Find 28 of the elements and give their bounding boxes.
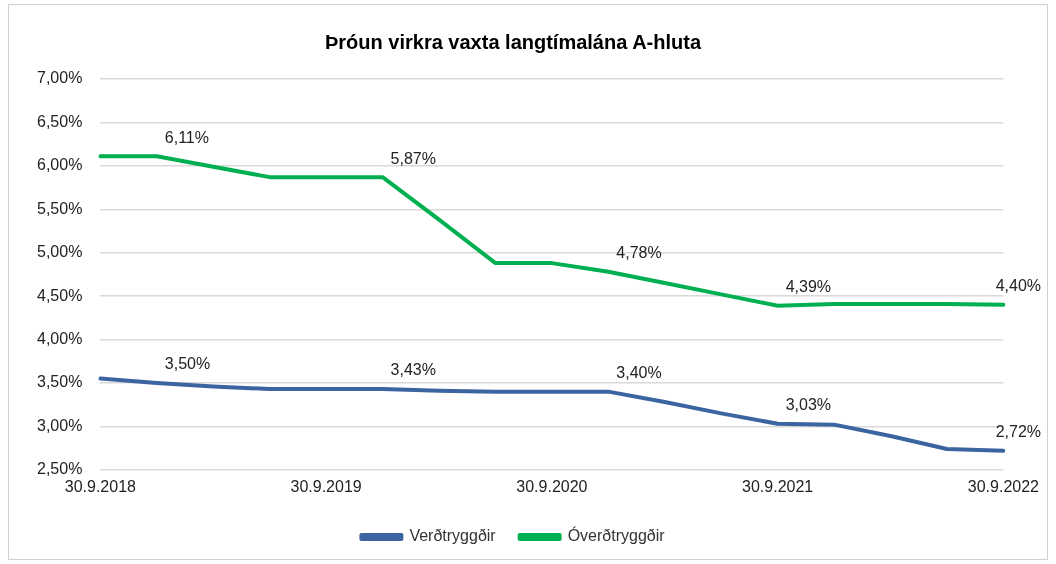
y-tick-label: 7,00% (36, 69, 83, 87)
data-label: 3,50% (164, 355, 211, 373)
data-label: 2,72% (995, 423, 1042, 441)
legend-label: Óverðtryggðir (567, 526, 666, 545)
x-tick-label: 30.9.2018 (64, 477, 137, 495)
data-label: 3,40% (616, 364, 662, 382)
data-label: 3,03% (785, 396, 832, 414)
y-tick-label: 2,50% (36, 460, 83, 478)
data-label: 3,43% (390, 361, 436, 379)
data-label: 4,39% (785, 278, 832, 296)
x-tick-label: 30.9.2022 (967, 477, 1040, 495)
y-tick-label: 3,50% (36, 373, 83, 391)
y-tick-label: 6,00% (36, 156, 83, 174)
legend-label: Verðtryggðir (409, 527, 497, 545)
y-tick-label: 6,50% (36, 112, 83, 130)
data-label: 4,78% (616, 244, 662, 262)
data-label: 5,87% (390, 149, 436, 167)
y-tick-label: 4,00% (36, 329, 83, 347)
chart-title: Þróun virkra vaxta langtímalána A-hluta (324, 30, 702, 53)
y-tick-label: 5,00% (36, 243, 83, 261)
y-tick-label: 5,50% (36, 199, 83, 217)
x-tick-label: 30.9.2019 (290, 477, 362, 495)
x-tick-label: 30.9.2020 (516, 477, 588, 495)
y-tick-label: 4,50% (36, 286, 83, 304)
data-label: 4,40% (995, 277, 1042, 295)
data-label: 6,11% (164, 128, 209, 146)
x-tick-label: 30.9.2021 (742, 477, 814, 495)
y-tick-label: 3,00% (36, 416, 83, 434)
